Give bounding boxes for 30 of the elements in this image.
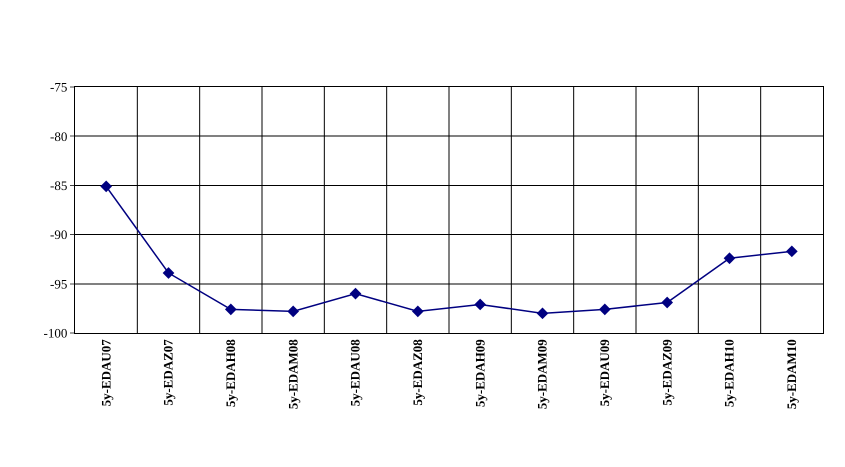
point (287, 306, 300, 318)
point (661, 296, 674, 308)
x-tick-label: 5y-EDAZ07 (160, 338, 176, 406)
point (412, 306, 424, 318)
x-tick-label: 5y-EDAM09 (534, 338, 550, 410)
x-tick-label: 5y-EDAZ08 (410, 338, 426, 406)
x-tick-label: 5y-EDAM10 (784, 339, 800, 410)
y-tick-label: -95 (50, 276, 68, 292)
x-tick-label: 5y-EDAH09 (472, 338, 488, 408)
x-tick-label: 5y-EDAM08 (285, 338, 300, 410)
x-tick-label: 5y-EDAU07 (98, 338, 114, 406)
y-tick-label: -75 (50, 80, 68, 95)
point (162, 267, 174, 279)
point (474, 298, 486, 310)
y-tick-label: -100 (44, 326, 68, 341)
point (224, 304, 237, 316)
point (350, 288, 362, 300)
y-tick-label: -80 (50, 128, 68, 144)
x-tick-label: 5y-EDAZ09 (659, 338, 674, 406)
x-tick-label: 5y-EDAH10 (722, 339, 737, 408)
x-tick-label: 5y-EDAU08 (348, 338, 363, 406)
y-tick-label: -90 (50, 227, 68, 242)
point (100, 180, 112, 192)
x-tick-label: 5y-EDAH08 (223, 338, 238, 408)
point (724, 252, 736, 264)
y-tick-label: -85 (50, 178, 68, 193)
point (786, 245, 798, 258)
point (536, 307, 548, 320)
x-tick-label: 5y-EDAU09 (597, 338, 612, 406)
point (598, 304, 611, 316)
